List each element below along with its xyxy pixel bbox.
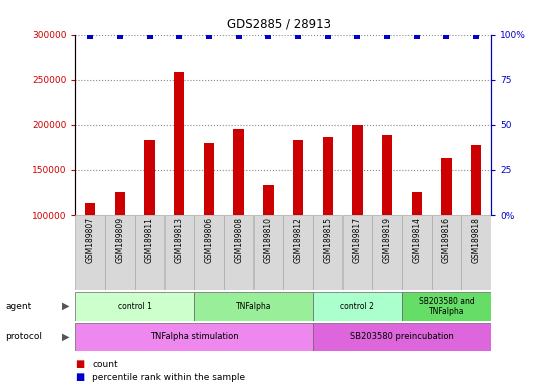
Point: [412, 33, 421, 40]
Bar: [471, 145, 482, 215]
Bar: [323, 137, 333, 215]
Text: GSM189815: GSM189815: [323, 217, 332, 263]
Bar: [254, 215, 283, 290]
Bar: [194, 292, 313, 321]
Bar: [174, 73, 185, 215]
Point: [294, 33, 302, 40]
Bar: [313, 215, 343, 290]
Text: ■: ■: [75, 359, 85, 369]
Point: [204, 33, 213, 40]
Bar: [75, 292, 194, 321]
Text: GSM189807: GSM189807: [86, 217, 95, 263]
Text: GSM189810: GSM189810: [264, 217, 273, 263]
Bar: [432, 215, 461, 290]
Bar: [145, 140, 155, 215]
Text: GSM189817: GSM189817: [353, 217, 362, 263]
Text: GSM189812: GSM189812: [294, 217, 302, 263]
Text: SB203580 and
TNFalpha: SB203580 and TNFalpha: [418, 296, 474, 316]
Point: [86, 33, 95, 40]
Text: protocol: protocol: [6, 333, 42, 341]
Point: [116, 33, 124, 40]
Bar: [402, 215, 431, 290]
Text: GSM189809: GSM189809: [116, 217, 124, 263]
Bar: [412, 192, 422, 215]
Text: count: count: [92, 359, 118, 369]
Text: TNFalpha: TNFalpha: [235, 302, 271, 311]
Text: control 2: control 2: [340, 302, 374, 311]
Bar: [105, 215, 134, 290]
Text: GSM189811: GSM189811: [145, 217, 154, 263]
Bar: [263, 185, 273, 215]
Bar: [293, 140, 303, 215]
Text: ■: ■: [75, 372, 85, 382]
Text: GDS2885 / 28913: GDS2885 / 28913: [227, 17, 331, 30]
Bar: [194, 215, 224, 290]
Text: GSM189808: GSM189808: [234, 217, 243, 263]
Point: [175, 33, 184, 40]
Text: ▶: ▶: [62, 301, 70, 311]
Text: GSM189818: GSM189818: [472, 217, 480, 263]
Point: [323, 33, 332, 40]
Bar: [204, 143, 214, 215]
Bar: [165, 215, 194, 290]
Point: [472, 33, 480, 40]
Bar: [115, 192, 125, 215]
Text: GSM189806: GSM189806: [204, 217, 214, 263]
Point: [353, 33, 362, 40]
Point: [383, 33, 392, 40]
Point: [442, 33, 451, 40]
Bar: [313, 292, 402, 321]
Text: GSM189814: GSM189814: [412, 217, 421, 263]
Bar: [313, 323, 491, 351]
Bar: [85, 203, 95, 215]
Bar: [372, 215, 402, 290]
Point: [234, 33, 243, 40]
Text: TNFalpha stimulation: TNFalpha stimulation: [150, 333, 238, 341]
Bar: [75, 323, 313, 351]
Bar: [382, 135, 392, 215]
Bar: [402, 292, 491, 321]
Point: [264, 33, 273, 40]
Text: GSM189816: GSM189816: [442, 217, 451, 263]
Text: GSM189813: GSM189813: [175, 217, 184, 263]
Bar: [343, 215, 372, 290]
Text: percentile rank within the sample: percentile rank within the sample: [92, 372, 245, 382]
Bar: [135, 215, 164, 290]
Text: agent: agent: [6, 302, 32, 311]
Text: GSM189819: GSM189819: [383, 217, 392, 263]
Bar: [441, 158, 451, 215]
Text: control 1: control 1: [118, 302, 152, 311]
Bar: [75, 215, 105, 290]
Bar: [461, 215, 491, 290]
Bar: [224, 215, 253, 290]
Bar: [352, 125, 363, 215]
Text: ▶: ▶: [62, 332, 70, 342]
Point: [145, 33, 154, 40]
Text: SB203580 preincubation: SB203580 preincubation: [350, 333, 454, 341]
Bar: [233, 129, 244, 215]
Bar: [283, 215, 312, 290]
